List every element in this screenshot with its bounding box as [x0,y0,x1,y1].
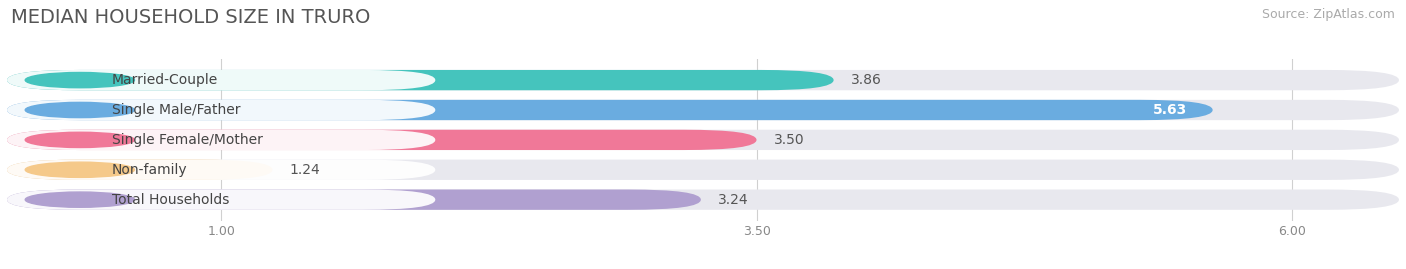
Circle shape [25,102,135,118]
Text: Source: ZipAtlas.com: Source: ZipAtlas.com [1261,8,1395,21]
Text: Non-family: Non-family [112,163,187,177]
FancyBboxPatch shape [7,130,756,150]
FancyBboxPatch shape [7,189,436,210]
FancyBboxPatch shape [7,189,1399,210]
FancyBboxPatch shape [7,189,700,210]
Circle shape [25,162,135,177]
Text: 3.24: 3.24 [718,193,748,207]
FancyBboxPatch shape [7,100,436,120]
Text: Total Households: Total Households [112,193,229,207]
FancyBboxPatch shape [7,130,1399,150]
Text: 5.63: 5.63 [1153,103,1187,117]
FancyBboxPatch shape [7,100,1399,120]
FancyBboxPatch shape [7,130,436,150]
FancyBboxPatch shape [7,100,1212,120]
Text: Married-Couple: Married-Couple [112,73,218,87]
Circle shape [25,192,135,207]
Text: MEDIAN HOUSEHOLD SIZE IN TRURO: MEDIAN HOUSEHOLD SIZE IN TRURO [11,8,371,27]
FancyBboxPatch shape [7,160,1399,180]
Circle shape [25,132,135,147]
FancyBboxPatch shape [7,70,834,90]
Circle shape [25,72,135,88]
FancyBboxPatch shape [7,70,436,90]
Text: 3.86: 3.86 [851,73,882,87]
Text: 1.24: 1.24 [290,163,321,177]
FancyBboxPatch shape [7,70,1399,90]
Text: 3.50: 3.50 [773,133,804,147]
FancyBboxPatch shape [7,160,273,180]
Text: Single Male/Father: Single Male/Father [112,103,240,117]
Text: Single Female/Mother: Single Female/Mother [112,133,263,147]
FancyBboxPatch shape [7,160,436,180]
